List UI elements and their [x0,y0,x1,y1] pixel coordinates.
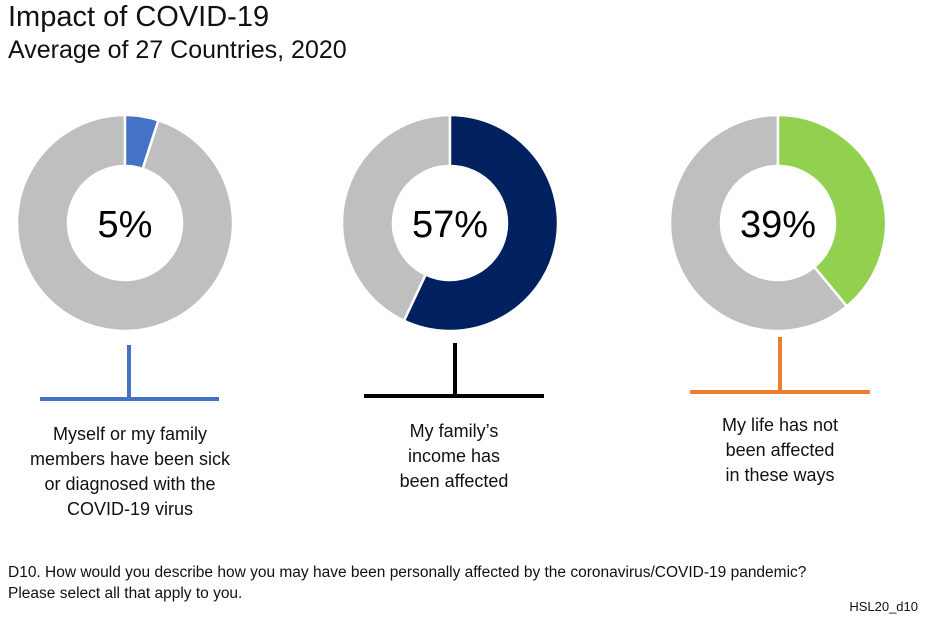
caption-line: been affected [399,471,509,491]
donut-percentage-label: 5% [98,204,153,246]
caption-line: members have been sick [29,449,231,469]
donut-slice-value [402,113,560,333]
caption-line: in these ways [725,465,835,485]
caption-line: or diagnosed with the [44,474,216,494]
caption-line: My family’s [409,421,499,441]
donut-caption-1: Myself or my family members have been sic… [10,422,250,522]
donut-percentage-label: 39% [740,204,816,246]
donut-caption-2: My family’s income has been affected [350,419,558,494]
chart-title: Impact of COVID-19 [8,1,270,33]
caption-line: been affected [725,440,835,460]
question-footnote: D10. How would you describe how you may … [8,562,806,604]
donut-chart-3: 39% [668,113,888,394]
donut-slice-remainder [340,113,452,323]
donut-chart-1: 5% [15,113,235,401]
caption-line: income has [407,446,501,466]
caption-line: Myself or my family [52,424,207,444]
caption-line: My life has not [721,415,839,435]
donut-chart-2: 57% [340,113,560,398]
caption-line: COVID-19 virus [66,499,194,519]
source-code: HSL20_d10 [849,599,918,614]
chart-subtitle: Average of 27 Countries, 2020 [8,36,347,64]
donut-slice-value [776,113,888,308]
donut-percentage-label: 57% [412,204,488,246]
donut-slice-remainder [15,113,235,333]
donut-slice-remainder [668,113,849,333]
donut-slice-value [123,113,160,171]
footnote-line-2: Please select all that apply to you. [8,585,243,602]
footnote-line-1: D10. How would you describe how you may … [8,564,807,581]
donut-caption-3: My life has not been affected in these way… [676,413,884,488]
